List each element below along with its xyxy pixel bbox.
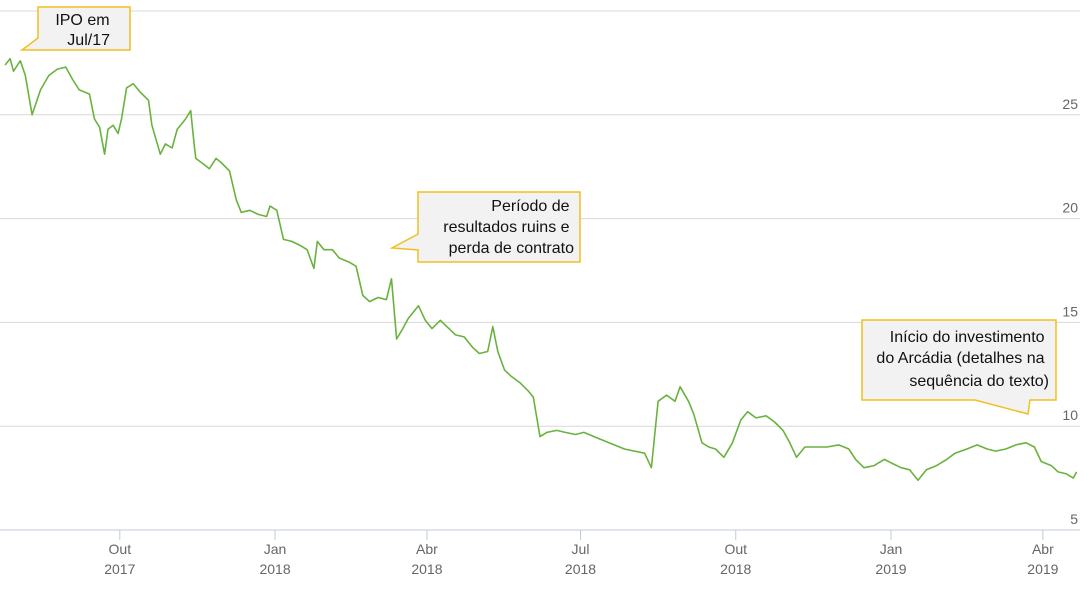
y-tick-label: 5: [1070, 511, 1078, 527]
y-tick-label: 20: [1062, 200, 1078, 216]
callout-box: [19, 6, 131, 51]
x-tick-label: Jan 2018: [259, 541, 290, 577]
callout-box: [389, 191, 581, 263]
grid: 5 10 15 20 25 Out 2017 Jan 2018 Abr 2018 Jul 2018 Out…: [0, 96, 1080, 577]
x-tick-label: Out 2018: [720, 541, 751, 577]
annotation-line: Início do investimento: [890, 329, 1045, 346]
y-tick-label: 10: [1062, 407, 1078, 423]
annotation-line: Jul/17: [67, 32, 110, 49]
annotation: Início do investimento do Arcádia (detal…: [861, 319, 1057, 415]
x-tick-label: Jan 2019: [875, 541, 906, 577]
y-tick-label: 25: [1062, 96, 1078, 112]
y-tick-label: 15: [1062, 303, 1078, 319]
annotation: IPO em Jul/17: [19, 6, 131, 51]
x-tick-label: Jul 2018: [565, 541, 596, 577]
annotation-line: do Arcádia (detalhes na: [876, 350, 1044, 367]
annotation-line: IPO em: [55, 12, 109, 29]
annotation: Período de resultados ruins e perda de c…: [389, 191, 581, 263]
annotation-line: resultados ruins e: [443, 219, 569, 236]
plot: [4, 57, 1078, 481]
annotation-line: Período de: [491, 198, 569, 215]
annotation-line: sequência do texto): [909, 373, 1049, 390]
annotation-text: Período de resultados ruins e perda de c…: [443, 198, 574, 257]
x-tick-label: Out 2017: [104, 541, 135, 577]
x-tick-label: Abr 2019: [1027, 541, 1058, 577]
annotation-text: IPO em Jul/17: [55, 12, 114, 49]
price-line: [4, 57, 1078, 481]
callout-box: [861, 319, 1057, 415]
x-tick-label: Abr 2018: [411, 541, 442, 577]
annotation-line: perda de contrato: [449, 240, 575, 257]
annotation-text: Início do investimento do Arcádia (detal…: [876, 329, 1049, 390]
